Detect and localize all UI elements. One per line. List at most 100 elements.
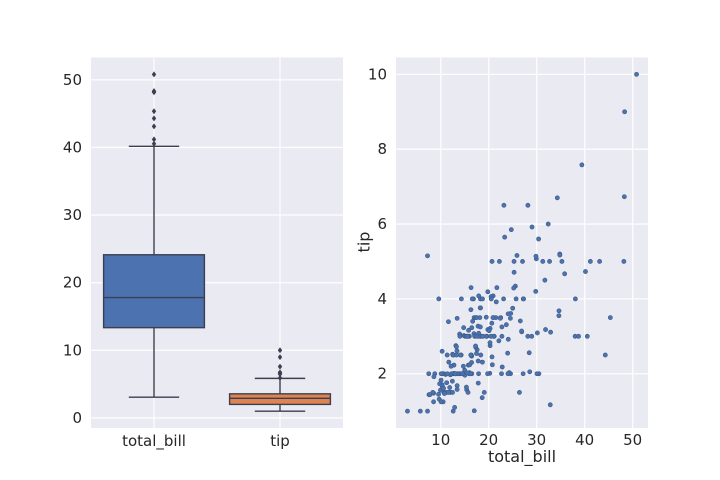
scatter-point	[475, 380, 481, 386]
scatter-point	[547, 259, 552, 264]
scatter-point	[485, 371, 490, 377]
scatter-point	[436, 296, 442, 302]
scatter-point	[514, 253, 520, 258]
scatter-point	[536, 236, 542, 242]
scatter-point	[517, 318, 523, 324]
scatter-point	[557, 252, 563, 258]
boxplot-tick-label-total-bill: total_bill	[122, 432, 186, 450]
boxplot-ytick-label: 30	[63, 206, 82, 224]
flier-point	[151, 88, 157, 95]
scatter-point	[497, 315, 503, 321]
scatter-point	[480, 333, 486, 339]
scatter-point	[458, 296, 464, 302]
scatter-point	[436, 391, 441, 397]
flier-point	[151, 108, 157, 115]
scatter-point	[454, 315, 460, 321]
scatter-point	[511, 285, 517, 291]
scatter-point	[525, 333, 531, 339]
scatter-point	[579, 162, 585, 168]
scatter-point	[489, 354, 495, 360]
boxplot-ytick-label: 10	[63, 341, 82, 359]
scatter-axes-background	[396, 57, 648, 428]
scatter-point	[607, 315, 613, 320]
scatter-point	[548, 329, 553, 335]
scatter-point	[540, 259, 546, 264]
scatter-point	[469, 296, 475, 302]
scatter-point	[477, 305, 483, 311]
scatter-point	[489, 259, 495, 264]
scatter-point	[473, 343, 478, 349]
scatter-point	[461, 325, 467, 331]
scatter-point	[587, 259, 593, 264]
flier-point	[277, 369, 283, 376]
scatter-point	[496, 338, 502, 344]
scatter-point	[445, 390, 451, 395]
flier-point	[151, 115, 157, 122]
scatter-point	[437, 381, 443, 387]
scatter-point	[469, 325, 475, 331]
scatter-point	[499, 364, 505, 370]
scatter-point	[543, 327, 548, 332]
scatter-point	[499, 333, 505, 339]
scatter-point	[454, 348, 460, 354]
scatter-point	[446, 319, 451, 325]
scatter-point	[507, 315, 513, 321]
scatter-point	[417, 408, 423, 414]
scatter-point	[584, 333, 590, 339]
scatter-point	[405, 408, 410, 414]
scatter-point	[503, 322, 509, 328]
scatter-point	[545, 221, 551, 227]
scatter-point	[533, 253, 539, 259]
scatter-xtick-label: 50	[623, 431, 642, 449]
scatter-point	[444, 352, 450, 358]
scatter-point	[447, 385, 453, 390]
scatter-point	[534, 371, 540, 377]
scatter-point	[468, 307, 474, 313]
flier-point	[277, 354, 283, 361]
scatter-point	[597, 259, 602, 264]
scatter-point	[621, 259, 627, 264]
scatter-point	[461, 363, 466, 369]
scatter-point	[454, 344, 459, 350]
flier-point	[277, 347, 283, 354]
box-total_bill	[102, 254, 206, 329]
scatter-point	[602, 352, 608, 358]
flier-point	[277, 374, 283, 381]
scatter-point	[533, 289, 539, 294]
scatter-xtick-label: 10	[431, 431, 450, 449]
scatter-xtick-label: 30	[527, 431, 546, 449]
scatter-point	[485, 289, 491, 295]
scatter-point	[505, 371, 511, 377]
scatter-point	[499, 371, 504, 377]
flier-point	[151, 136, 157, 143]
scatter-point	[527, 369, 533, 375]
scatter-point	[521, 296, 527, 302]
scatter-ytick-label: 6	[377, 215, 387, 233]
boxplot-ytick-label: 0	[72, 409, 82, 427]
scatter-point	[459, 371, 465, 377]
scatter-point	[562, 271, 568, 277]
scatter-point	[508, 227, 514, 233]
scatter-point	[542, 277, 548, 283]
scatter-point	[493, 299, 499, 305]
scatter-point	[468, 285, 474, 291]
scatter-point	[480, 359, 485, 365]
scatter-point	[576, 333, 581, 339]
scatter-point	[438, 399, 444, 405]
scatter-point	[622, 109, 628, 115]
flier-point	[151, 71, 157, 78]
scatter-yaxis-label: tip	[354, 231, 374, 253]
scatter-ytick-label: 4	[377, 290, 387, 308]
scatter-point	[469, 360, 474, 365]
scatter-point	[510, 305, 516, 311]
scatter-point	[431, 374, 437, 380]
boxplot-ytick-label: 50	[63, 71, 82, 89]
scatter-point	[466, 327, 471, 333]
scatter-point	[475, 358, 481, 364]
scatter-point	[446, 359, 452, 365]
scatter-point	[502, 234, 508, 240]
scatter-point	[556, 308, 562, 314]
scatter-point	[520, 371, 526, 377]
scatter-point	[477, 324, 483, 330]
